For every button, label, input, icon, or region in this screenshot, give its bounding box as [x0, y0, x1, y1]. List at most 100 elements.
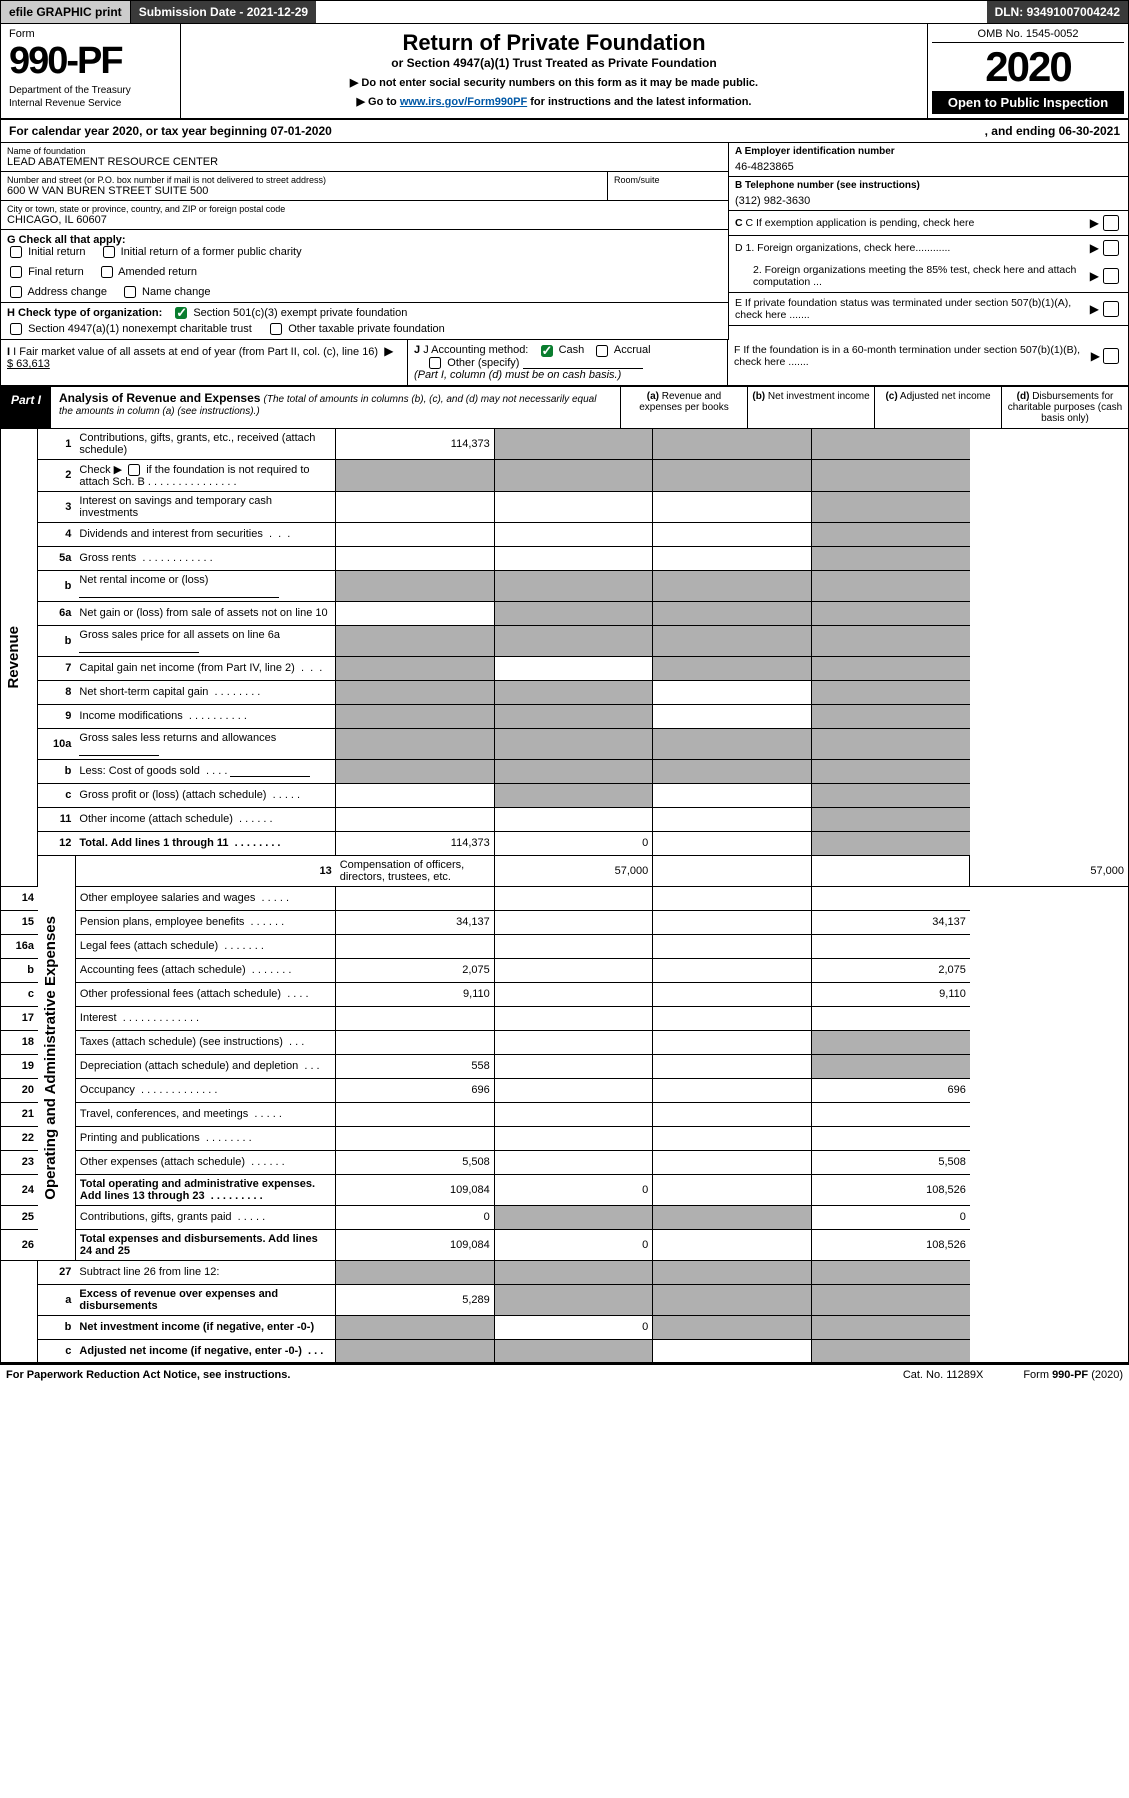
desc-8: Net short-term capital gain . . . . . . …	[75, 680, 335, 704]
r26-a: 109,084	[336, 1229, 495, 1260]
r20-b	[494, 1078, 653, 1102]
r5b-b	[494, 570, 653, 601]
ln-6a: 6a	[38, 601, 75, 625]
r25-d: 0	[811, 1205, 970, 1229]
row-11: 11Other income (attach schedule) . . . .…	[1, 807, 1129, 831]
d1-checkbox[interactable]	[1103, 240, 1119, 256]
r24-b: 0	[494, 1174, 653, 1205]
r27a-a: 5,289	[336, 1284, 495, 1315]
instr-line2: ▶ Go to www.irs.gov/Form990PF for instru…	[191, 95, 917, 108]
r12-b: 0	[494, 831, 653, 855]
r16c-a: 9,110	[336, 982, 495, 1006]
row-18: 18Taxes (attach schedule) (see instructi…	[1, 1030, 1129, 1054]
other-taxable-checkbox[interactable]	[270, 323, 282, 335]
r23-a: 5,508	[336, 1150, 495, 1174]
r21-b	[494, 1102, 653, 1126]
r18-b	[494, 1030, 653, 1054]
address-change-checkbox[interactable]	[10, 286, 22, 298]
row-2: 2 Check ▶ if the foundation is not requi…	[1, 459, 1129, 491]
r19-a: 558	[336, 1054, 495, 1078]
accrual-checkbox[interactable]	[596, 345, 608, 357]
r10c-d	[811, 783, 970, 807]
row-10b: bLess: Cost of goods sold . . . .	[1, 759, 1129, 783]
dln: DLN: 93491007004242	[987, 1, 1128, 23]
ln-9: 9	[38, 704, 75, 728]
final-return-checkbox[interactable]	[10, 266, 22, 278]
j-cash: Cash	[559, 344, 585, 356]
h-check-row: H Check type of organization: Section 50…	[1, 303, 728, 340]
initial-return-former-checkbox[interactable]	[103, 246, 115, 258]
city: CHICAGO, IL 60607	[7, 214, 722, 226]
desc-9: Income modifications . . . . . . . . . .	[75, 704, 335, 728]
other-method-checkbox[interactable]	[429, 357, 441, 369]
r20-a: 696	[336, 1078, 495, 1102]
r2-a	[336, 459, 495, 491]
name-change-checkbox[interactable]	[124, 286, 136, 298]
city-cell: City or town, state or province, country…	[1, 201, 728, 230]
tax-year: 2020	[932, 43, 1124, 91]
r23-d: 5,508	[811, 1150, 970, 1174]
d2-label: 2. Foreign organizations meeting the 85%…	[735, 264, 1090, 288]
row-23: 23Other expenses (attach schedule) . . .…	[1, 1150, 1129, 1174]
e-checkbox[interactable]	[1103, 301, 1119, 317]
r2-d	[811, 459, 970, 491]
r9-b	[494, 704, 653, 728]
r27c-a	[336, 1339, 495, 1363]
r6a-b	[494, 601, 653, 625]
desc-6b: Gross sales price for all assets on line…	[75, 625, 335, 656]
row-19: 19Depreciation (attach schedule) and dep…	[1, 1054, 1129, 1078]
r6b-b	[494, 625, 653, 656]
r3-d	[811, 491, 970, 522]
h-label: H Check type of organization:	[7, 307, 162, 319]
r7-a	[336, 656, 495, 680]
g-label: G Check all that apply:	[7, 234, 126, 246]
h-opt-2: Section 4947(a)(1) nonexempt charitable …	[28, 323, 252, 335]
desc-16c: Other professional fees (attach schedule…	[75, 982, 335, 1006]
r18-c	[653, 1030, 812, 1054]
row-7: 7Capital gain net income (from Part IV, …	[1, 656, 1129, 680]
amended-return-checkbox[interactable]	[101, 266, 113, 278]
form-link[interactable]: www.irs.gov/Form990PF	[400, 96, 527, 108]
phone-cell: B Telephone number (see instructions) (3…	[729, 177, 1128, 211]
desc-27: Subtract line 26 from line 12:	[75, 1260, 335, 1284]
desc-25: Contributions, gifts, grants paid . . . …	[75, 1205, 335, 1229]
row-27: 27Subtract line 26 from line 12:	[1, 1260, 1129, 1284]
f-checkbox[interactable]	[1103, 348, 1119, 364]
form-title: Return of Private Foundation	[191, 30, 917, 56]
expenses-side-label: Operating and Administrative Expenses	[38, 855, 75, 1260]
r11-d	[811, 807, 970, 831]
ln-13: 13	[75, 855, 335, 886]
c-checkbox[interactable]	[1103, 215, 1119, 231]
r4-d	[811, 522, 970, 546]
row-1: Revenue 1 Contributions, gifts, grants, …	[1, 429, 1129, 460]
r27c-d	[811, 1339, 970, 1363]
r27b-b: 0	[494, 1315, 653, 1339]
schb-checkbox[interactable]	[128, 464, 140, 476]
addr-label: Number and street (or P.O. box number if…	[7, 175, 601, 185]
d2-checkbox[interactable]	[1103, 268, 1119, 284]
r27b-d	[811, 1315, 970, 1339]
revenue-side-label: Revenue	[1, 429, 38, 887]
r1-c	[653, 429, 812, 460]
row-8: 8Net short-term capital gain . . . . . .…	[1, 680, 1129, 704]
row-16a: 16aLegal fees (attach schedule) . . . . …	[1, 934, 1129, 958]
desc-1: Contributions, gifts, grants, etc., rece…	[75, 429, 335, 460]
row-24: 24Total operating and administrative exp…	[1, 1174, 1129, 1205]
room-label: Room/suite	[614, 175, 722, 185]
initial-return-checkbox[interactable]	[10, 246, 22, 258]
row-10a: 10aGross sales less returns and allowanc…	[1, 728, 1129, 759]
row-5a: 5aGross rents . . . . . . . . . . . .	[1, 546, 1129, 570]
part1-title: Analysis of Revenue and Expenses	[59, 391, 260, 405]
row-9: 9Income modifications . . . . . . . . . …	[1, 704, 1129, 728]
ln-6b: b	[38, 625, 75, 656]
i-cell: I I Fair market value of all assets at e…	[1, 340, 408, 384]
desc-10a: Gross sales less returns and allowances	[75, 728, 335, 759]
501c3-checkbox[interactable]	[175, 307, 187, 319]
r10b-a	[336, 759, 495, 783]
r4-c	[653, 522, 812, 546]
cash-checkbox[interactable]	[541, 345, 553, 357]
r15-c	[653, 910, 812, 934]
4947a1-checkbox[interactable]	[10, 323, 22, 335]
r3-c	[653, 491, 812, 522]
ein-label: A Employer identification number	[735, 146, 1122, 157]
